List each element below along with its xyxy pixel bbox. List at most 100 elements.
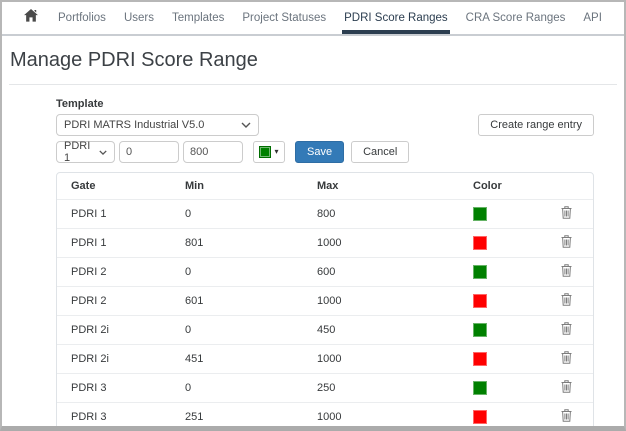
- range-entry-form: PDRI 1 ▾ Save Cancel: [56, 140, 594, 164]
- min-cell: 0: [177, 315, 309, 345]
- max-cell: 1000: [309, 344, 455, 374]
- nav-item-cra-score-ranges[interactable]: CRA Score Ranges: [465, 12, 566, 24]
- delete-row-button[interactable]: [561, 264, 572, 277]
- delete-row-button[interactable]: [561, 293, 572, 306]
- min-cell: 0: [177, 199, 309, 229]
- table-row: PDRI 2 0 600: [57, 257, 593, 287]
- min-cell: 451: [177, 344, 309, 374]
- page-title: Manage PDRI Score Range: [9, 49, 617, 85]
- trash-icon: [561, 206, 572, 222]
- color-cell: [455, 373, 539, 403]
- action-cell: [539, 373, 593, 403]
- min-cell: 0: [177, 373, 309, 403]
- gate-select[interactable]: PDRI 1: [56, 140, 115, 164]
- header-color: Color: [473, 180, 502, 192]
- nav-item-users[interactable]: Users: [123, 12, 154, 24]
- trash-icon: [561, 235, 572, 251]
- delete-row-button[interactable]: [561, 322, 572, 335]
- nav-item-pdri-score-ranges[interactable]: PDRI Score Ranges: [342, 2, 450, 34]
- color-swatch: [473, 381, 487, 395]
- table-row: PDRI 1 801 1000: [57, 228, 593, 258]
- nav-item-project-statuses[interactable]: Project Statuses: [242, 12, 327, 24]
- caret-down-icon: ▾: [274, 147, 279, 156]
- trash-icon: [561, 380, 572, 396]
- content-area: Template PDRI MATRS Industrial V5.0 Crea…: [56, 98, 594, 426]
- action-cell: [539, 257, 593, 287]
- chevron-down-icon: [99, 149, 107, 155]
- delete-row-button[interactable]: [561, 206, 572, 219]
- color-swatch: [473, 352, 487, 366]
- max-cell: 1000: [309, 228, 455, 258]
- template-select-value: PDRI MATRS Industrial V5.0: [64, 119, 205, 131]
- color-swatch-selected: [259, 146, 272, 158]
- color-cell: [455, 199, 539, 229]
- delete-row-button[interactable]: [561, 409, 572, 422]
- max-cell: 450: [309, 315, 455, 345]
- entry-save-button[interactable]: Save: [295, 141, 345, 163]
- header-gate: Gate: [71, 180, 96, 192]
- trash-icon: [561, 293, 572, 309]
- chevron-down-icon: [241, 122, 251, 128]
- gate-cell: PDRI 1: [57, 228, 177, 258]
- color-cell: [455, 228, 539, 258]
- color-cell: [455, 286, 539, 316]
- nav-item-portfolios[interactable]: Portfolios: [58, 12, 106, 24]
- nav-item-templates[interactable]: Templates: [171, 12, 225, 24]
- delete-row-button[interactable]: [561, 351, 572, 364]
- template-select[interactable]: PDRI MATRS Industrial V5.0: [56, 114, 259, 136]
- header-actions: [539, 173, 593, 200]
- action-cell: [539, 286, 593, 316]
- min-cell: 251: [177, 402, 309, 426]
- table-row: PDRI 3 0 250: [57, 373, 593, 403]
- gate-cell: PDRI 1: [57, 199, 177, 229]
- score-ranges-tbody: PDRI 1 0 800: [57, 199, 593, 426]
- color-cell: [455, 257, 539, 287]
- template-row: Template PDRI MATRS Industrial V5.0 Crea…: [56, 98, 594, 136]
- header-min: Min: [185, 180, 204, 192]
- action-cell: [539, 199, 593, 229]
- max-cell: 1000: [309, 286, 455, 316]
- create-range-entry-button[interactable]: Create range entry: [478, 114, 594, 136]
- top-navigation: Portfolios Users Templates Project Statuses…: [2, 2, 624, 36]
- gate-select-value: PDRI 1: [64, 140, 91, 164]
- gate-cell: PDRI 2i: [57, 315, 177, 345]
- table-row: PDRI 2i 451 1000: [57, 344, 593, 374]
- table-row: PDRI 1 0 800: [57, 199, 593, 229]
- table-row: PDRI 3 251 1000: [57, 402, 593, 426]
- action-cell: [539, 344, 593, 374]
- gate-cell: PDRI 3: [57, 373, 177, 403]
- table-header-row: Gate Min Max Color: [57, 173, 593, 200]
- score-ranges-table: Gate Min Max Color PDRI 1 0 800: [56, 172, 594, 426]
- max-input[interactable]: [183, 141, 243, 163]
- template-label: Template: [56, 98, 104, 110]
- gate-cell: PDRI 2: [57, 286, 177, 316]
- delete-row-button[interactable]: [561, 380, 572, 393]
- entry-cancel-button[interactable]: Cancel: [351, 141, 410, 163]
- color-swatch: [473, 236, 487, 250]
- gate-cell: PDRI 3: [57, 402, 177, 426]
- nav-item-api[interactable]: API: [583, 12, 602, 24]
- color-cell: [455, 344, 539, 374]
- max-cell: 600: [309, 257, 455, 287]
- color-swatch: [473, 410, 487, 424]
- color-cell: [455, 402, 539, 426]
- trash-icon: [561, 322, 572, 338]
- min-cell: 0: [177, 257, 309, 287]
- color-swatch: [473, 323, 487, 337]
- action-cell: [539, 315, 593, 345]
- home-icon: [24, 9, 38, 27]
- color-swatch: [473, 294, 487, 308]
- delete-row-button[interactable]: [561, 235, 572, 248]
- min-input[interactable]: [119, 141, 179, 163]
- color-cell: [455, 315, 539, 345]
- home-nav-link[interactable]: [24, 2, 38, 34]
- color-picker-dropdown[interactable]: ▾: [253, 141, 285, 163]
- table-row: PDRI 2i 0 450: [57, 315, 593, 345]
- max-cell: 1000: [309, 402, 455, 426]
- trash-icon: [561, 409, 572, 425]
- gate-cell: PDRI 2i: [57, 344, 177, 374]
- action-cell: [539, 402, 593, 426]
- min-cell: 601: [177, 286, 309, 316]
- trash-icon: [561, 264, 572, 280]
